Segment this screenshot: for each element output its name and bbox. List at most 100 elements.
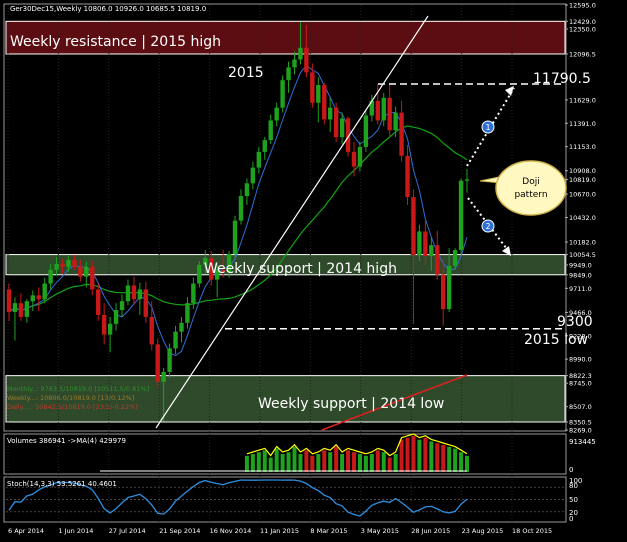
candle-body-0	[6, 289, 12, 313]
volume-bar-70	[423, 437, 428, 472]
candle-body-10	[66, 259, 71, 267]
ma-slow-line	[8, 125, 468, 313]
candle-body-58	[351, 151, 357, 167]
volume-bar-75	[453, 448, 458, 472]
volume-bar-57	[346, 450, 351, 472]
candle-body-51	[310, 72, 315, 103]
volume-bar-56	[340, 454, 345, 472]
header-text: Ger30Dec15,Weekly 10806.0 10926.0 10685.…	[10, 5, 206, 13]
volume-bar-47	[286, 452, 291, 472]
volume-bar-73	[441, 445, 446, 472]
candle-body-71	[429, 245, 434, 257]
volume-bar-40	[244, 455, 249, 472]
low-value-label: 9300	[557, 314, 593, 330]
candle-body-3	[24, 301, 30, 317]
candle-body-34	[209, 257, 214, 280]
volume-bar-41	[250, 454, 255, 472]
low-caption-label: 2015 low	[524, 332, 588, 348]
y-tick-label-12: 10054.5	[569, 251, 596, 259]
candle-body-43	[262, 140, 267, 152]
x-tick-label-10: 18 Oct 2015	[512, 527, 552, 535]
volume-panel-border	[3, 433, 567, 475]
candle-body-35	[214, 269, 220, 280]
candle-body-17	[107, 323, 113, 335]
x-tick-label-7: 3 May 2015	[361, 527, 399, 535]
candle-body-27	[167, 348, 172, 372]
candle-body-21	[131, 285, 137, 300]
candle-body-60	[363, 115, 369, 147]
candle-body-18	[113, 310, 119, 324]
candle-body-25	[155, 344, 160, 382]
candle-body-28	[173, 331, 178, 349]
candle-body-55	[333, 107, 339, 138]
candle-body-41	[250, 167, 256, 184]
x-tick-label-4: 16 Nov 2014	[210, 527, 252, 535]
resistance-label: Weekly resistance | 2015 high	[10, 34, 221, 50]
volume-bar-63	[381, 452, 386, 472]
pivot-monthly: Monthly..: 9763.5/10819.0 [10511.5/0.81%…	[7, 385, 149, 393]
target-value-label: 11790.5	[533, 71, 591, 87]
volume-bar-45	[274, 448, 279, 472]
volume-bar-69	[417, 439, 422, 472]
x-tick-label-0: 6 Apr 2014	[8, 527, 44, 535]
candle-body-14	[90, 266, 95, 290]
x-tick-label-8: 28 Jun 2015	[411, 527, 450, 535]
candle-body-62	[375, 100, 380, 121]
candle-body-9	[60, 263, 65, 267]
candle-body-7	[48, 269, 53, 284]
y-tick-label-17: 9228.0	[569, 332, 592, 340]
stoch-level-0: 0	[569, 515, 573, 523]
volume-bar-62	[375, 450, 380, 472]
y-tick-label-20: 8745.0	[569, 380, 592, 388]
volume-bar-49	[298, 454, 303, 472]
scenario-1-arrow: 1	[466, 86, 515, 167]
candle-body-74	[446, 265, 452, 310]
candle-body-8	[54, 263, 59, 270]
stoch-panel-border	[3, 476, 567, 523]
volume-bar-59	[357, 454, 362, 472]
volume-bar-71	[429, 441, 434, 472]
volume-bar-64	[387, 457, 392, 472]
candle-body-70	[423, 231, 428, 257]
candle-body-54	[327, 107, 333, 120]
x-tick-label-6: 8 Mar 2015	[310, 527, 347, 535]
y-tick-label-23: 8269.0	[569, 427, 592, 435]
candle-body-73	[441, 274, 446, 310]
y-tick-label-2: 12350.0	[569, 26, 596, 34]
scenario-2-marker	[481, 219, 495, 233]
candle-body-31	[191, 283, 196, 304]
candle-body-63	[381, 97, 386, 121]
y-tick-label-11: 10182.0	[569, 239, 596, 247]
candle-body-45	[274, 107, 279, 121]
y-tick-label-0: 12595.0	[569, 2, 596, 10]
candle-body-33	[203, 257, 208, 265]
candle-body-75	[452, 250, 458, 266]
ma-fast-line	[8, 64, 468, 357]
candle-body-76	[458, 180, 464, 251]
ma-long-line	[321, 374, 468, 431]
candle-body-48	[292, 59, 297, 68]
candle-body-50	[304, 47, 309, 73]
volume-bar-44	[268, 457, 273, 472]
y-tick-label-7: 10908.0	[569, 167, 596, 175]
volume-bar-58	[351, 452, 356, 472]
y-tick-label-10: 10432.0	[569, 214, 596, 222]
candle-body-59	[357, 146, 363, 167]
candle-body-12	[78, 266, 83, 277]
x-tick-label-9: 23 Aug 2015	[462, 527, 504, 535]
stoch-level-100: 100	[569, 477, 582, 485]
volume-bar-77	[465, 455, 469, 472]
candle-body-53	[322, 85, 327, 120]
candle-body-36	[220, 269, 226, 272]
candle-body-23	[143, 289, 149, 317]
y-tick-label-16: 9466.0	[569, 309, 592, 317]
stoch-level-80: 80	[569, 482, 578, 490]
candle-body-19	[119, 301, 125, 311]
y-tick-label-14: 9849.0	[569, 271, 592, 279]
x-tick-label-3: 21 Sep 2014	[159, 527, 200, 535]
volume-ma-line	[246, 433, 468, 457]
candle-body-42	[256, 151, 262, 168]
candle-body-16	[101, 314, 107, 335]
stoch-level-20: 20	[569, 509, 578, 517]
